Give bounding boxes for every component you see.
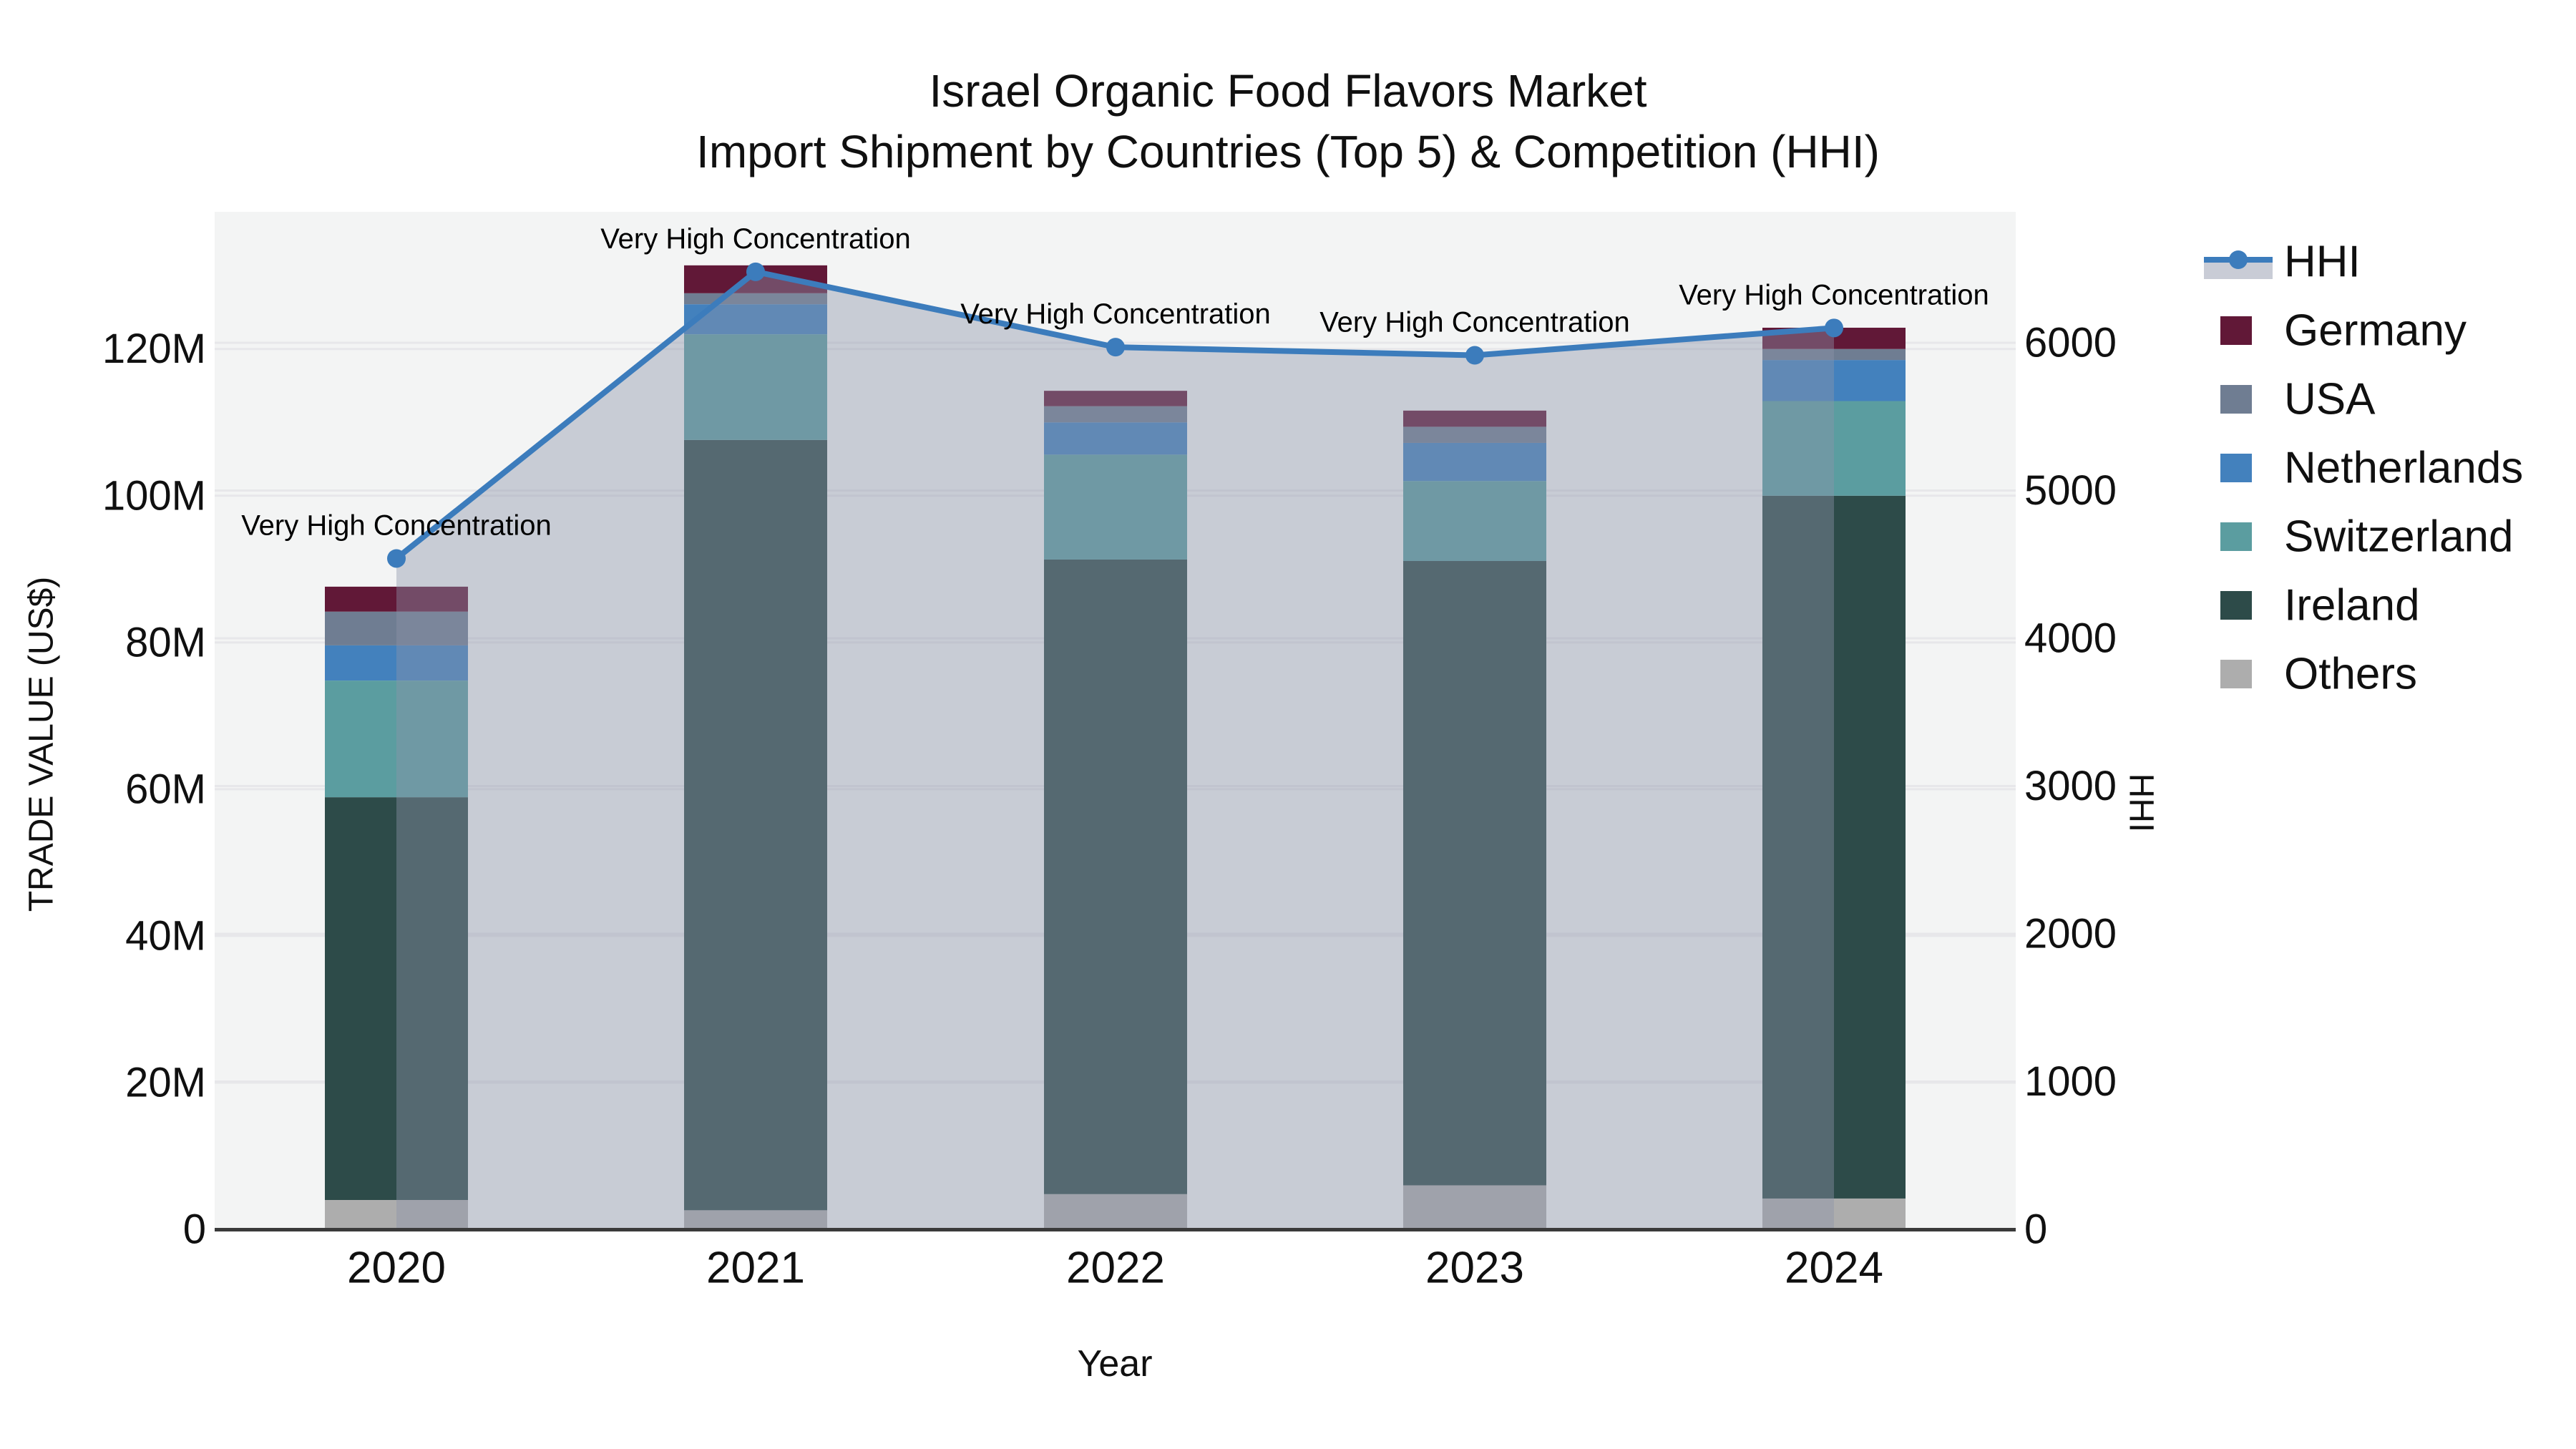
bar-segment-usa-2024[interactable] xyxy=(1762,348,1906,361)
chart-title-line1: Israel Organic Food Flavors Market xyxy=(929,65,1647,117)
y-axis-title-left: TRADE VALUE (US$) xyxy=(22,576,61,912)
legend-swatch-germany xyxy=(2220,316,2252,345)
legend-item-ireland[interactable]: Ireland xyxy=(2220,581,2420,630)
annotation-2022: Very High Concentration xyxy=(960,298,1271,330)
legend-item-switzerland[interactable]: Switzerland xyxy=(2220,512,2513,562)
bar-segment-netherlands-2023[interactable] xyxy=(1403,442,1546,482)
bar-segment-others-2021[interactable] xyxy=(684,1210,827,1229)
bar-segment-netherlands-2024[interactable] xyxy=(1762,360,1906,401)
legend-label-germany: Germany xyxy=(2284,306,2467,356)
y-left-tick-80M: 80M xyxy=(125,619,206,665)
y-left-tick-60M: 60M xyxy=(125,766,206,812)
bar-segment-germany-2022[interactable] xyxy=(1044,391,1187,406)
y-left-tick-40M: 40M xyxy=(125,912,206,959)
y-left-tick-0: 0 xyxy=(183,1206,206,1253)
annotation-2020: Very High Concentration xyxy=(241,509,552,541)
legend-item-germany[interactable]: Germany xyxy=(2220,306,2467,356)
x-tick-2024: 2024 xyxy=(1785,1244,1883,1293)
bar-segment-usa-2022[interactable] xyxy=(1044,406,1187,423)
annotation-2021: Very High Concentration xyxy=(600,223,911,255)
legend-swatch-usa xyxy=(2220,385,2252,414)
hhi-marker-2020[interactable] xyxy=(387,549,406,568)
chart-title-line2: Import Shipment by Countries (Top 5) & C… xyxy=(696,126,1880,177)
bar-segment-switzerland-2023[interactable] xyxy=(1403,481,1546,562)
legend-item-netherlands[interactable]: Netherlands xyxy=(2220,444,2523,493)
bar-segment-germany-2020[interactable] xyxy=(325,586,468,612)
y-right-tick-2000: 2000 xyxy=(2024,910,2117,957)
bar-segment-usa-2023[interactable] xyxy=(1403,426,1546,443)
bar-segment-switzerland-2021[interactable] xyxy=(684,334,827,440)
annotation-2024: Very High Concentration xyxy=(1679,279,1989,311)
legend-item-hhi[interactable]: HHI xyxy=(2204,238,2361,287)
legend-swatch-switzerland xyxy=(2220,522,2252,551)
bar-segment-others-2022[interactable] xyxy=(1044,1194,1187,1229)
y-right-tick-4000: 4000 xyxy=(2024,615,2117,661)
bar-segment-ireland-2024[interactable] xyxy=(1762,495,1906,1199)
x-tick-2023: 2023 xyxy=(1425,1244,1524,1293)
y-right-tick-1000: 1000 xyxy=(2024,1058,2117,1105)
bar-segment-ireland-2021[interactable] xyxy=(684,439,827,1211)
bar-segment-others-2024[interactable] xyxy=(1762,1198,1906,1229)
x-axis-title: Year xyxy=(1077,1343,1153,1385)
y-left-tick-120M: 120M xyxy=(102,326,206,372)
y-right-tick-5000: 5000 xyxy=(2024,467,2117,514)
legend-swatch-others xyxy=(2220,660,2252,688)
legend-label-others: Others xyxy=(2284,650,2417,699)
legend-swatch-ireland xyxy=(2220,591,2252,620)
y-right-tick-6000: 6000 xyxy=(2024,319,2117,366)
legend-label-ireland: Ireland xyxy=(2284,581,2420,630)
legend-label-netherlands: Netherlands xyxy=(2284,444,2523,493)
bar-segment-others-2020[interactable] xyxy=(325,1199,468,1229)
y-right-tick-3000: 3000 xyxy=(2024,763,2117,809)
bar-segment-usa-2020[interactable] xyxy=(325,611,468,645)
annotation-2023: Very High Concentration xyxy=(1319,307,1630,338)
y-right-tick-0: 0 xyxy=(2024,1206,2047,1253)
bar-segment-ireland-2022[interactable] xyxy=(1044,559,1187,1194)
hhi-marker-2024[interactable] xyxy=(1825,318,1843,338)
bar-segment-switzerland-2024[interactable] xyxy=(1762,401,1906,496)
legend-label-usa: USA xyxy=(2284,375,2376,424)
bar-segment-netherlands-2020[interactable] xyxy=(325,645,468,681)
bar-segment-ireland-2023[interactable] xyxy=(1403,561,1546,1186)
legend-hhi-marker xyxy=(2229,250,2248,269)
x-axis-line xyxy=(215,1228,2016,1231)
bar-segment-others-2023[interactable] xyxy=(1403,1185,1546,1229)
hhi-area-fill xyxy=(396,271,1834,1229)
bar-segment-switzerland-2020[interactable] xyxy=(325,680,468,798)
x-tick-2022: 2022 xyxy=(1066,1244,1165,1293)
x-tick-2021: 2021 xyxy=(706,1244,805,1293)
y-left-tick-20M: 20M xyxy=(125,1059,206,1106)
legend-swatch-netherlands xyxy=(2220,454,2252,482)
chart-title: Israel Organic Food Flavors Market Impor… xyxy=(0,61,2576,182)
hhi-marker-2021[interactable] xyxy=(746,262,765,281)
legend-label-switzerland: Switzerland xyxy=(2284,512,2513,562)
hhi-marker-2022[interactable] xyxy=(1106,338,1125,357)
bar-segment-netherlands-2022[interactable] xyxy=(1044,422,1187,455)
y-left-tick-100M: 100M xyxy=(102,472,206,519)
legend-label-hhi: HHI xyxy=(2284,238,2361,287)
bar-segment-germany-2023[interactable] xyxy=(1403,410,1546,427)
bar-segment-ireland-2020[interactable] xyxy=(325,797,468,1200)
hhi-marker-2023[interactable] xyxy=(1465,346,1484,365)
y-axis-title-right: HHI xyxy=(2122,773,2160,833)
bar-segment-switzerland-2022[interactable] xyxy=(1044,454,1187,560)
legend-item-others[interactable]: Others xyxy=(2220,650,2417,699)
legend-item-usa[interactable]: USA xyxy=(2220,375,2376,424)
x-tick-2020: 2020 xyxy=(347,1244,446,1293)
